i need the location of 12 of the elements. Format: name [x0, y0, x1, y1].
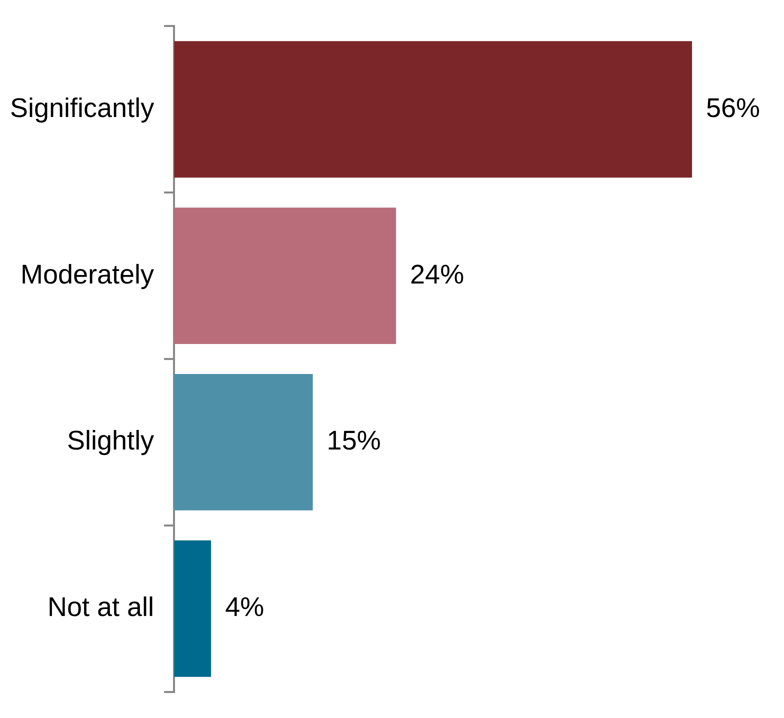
- bar: [174, 374, 313, 510]
- y-tick-label: Slightly: [67, 426, 155, 456]
- data-label: 4%: [225, 592, 264, 622]
- y-tick-label: Moderately: [20, 259, 155, 290]
- bar: [174, 540, 212, 677]
- data-label: 24%: [410, 259, 464, 290]
- y-tick-label: Not at all: [48, 592, 154, 622]
- bar: [174, 41, 692, 178]
- data-label: 56%: [706, 92, 760, 123]
- bar: [174, 208, 396, 344]
- data-label: 15%: [326, 426, 381, 456]
- y-tick-label: Significantly: [10, 92, 155, 123]
